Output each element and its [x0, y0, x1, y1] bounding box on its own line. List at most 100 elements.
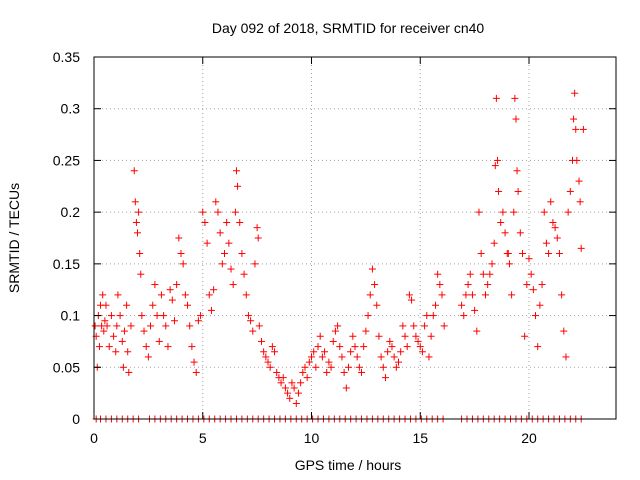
data-point — [384, 348, 392, 356]
data-point — [501, 229, 509, 237]
y-tick-label: 0.05 — [53, 359, 80, 375]
data-point — [173, 281, 181, 289]
data-point — [299, 368, 307, 376]
data-point — [100, 327, 108, 335]
data-point — [460, 312, 468, 320]
data-point — [286, 394, 294, 402]
data-point — [127, 322, 135, 330]
data-point — [184, 301, 192, 309]
x-tick-labels: 0 5 10 15 20 — [90, 430, 537, 446]
data-point — [425, 353, 433, 361]
y-axis-label: SRMTID / TECUs — [6, 183, 22, 293]
data-point — [312, 363, 320, 371]
data-point — [212, 198, 220, 206]
data-point — [153, 312, 161, 320]
x-tick-label: 5 — [199, 430, 207, 446]
data-point — [175, 234, 183, 242]
data-point — [523, 281, 531, 289]
data-point — [479, 270, 487, 278]
x-tick-label: 15 — [412, 430, 428, 446]
data-point — [301, 363, 309, 371]
data-point — [151, 281, 159, 289]
data-point — [397, 348, 405, 356]
data-point — [91, 322, 99, 330]
data-point — [120, 327, 128, 335]
data-point — [135, 208, 143, 216]
data-point — [555, 250, 563, 258]
data-point — [251, 260, 259, 268]
data-point — [203, 239, 211, 247]
data-point — [260, 348, 268, 356]
data-point — [399, 322, 407, 330]
data-point — [558, 291, 566, 299]
data-point — [231, 208, 239, 216]
data-point — [514, 187, 522, 195]
axis-ticks — [93, 56, 616, 420]
data-point — [192, 368, 200, 376]
data-point — [475, 208, 483, 216]
data-point — [349, 332, 357, 340]
data-point — [305, 358, 313, 366]
data-point — [392, 363, 400, 371]
data-point — [340, 368, 348, 376]
data-point — [294, 389, 302, 397]
y-tick-label: 0.2 — [61, 204, 81, 220]
data-point — [197, 312, 205, 320]
data-point — [538, 281, 546, 289]
data-point — [331, 327, 339, 335]
data-point — [242, 291, 250, 299]
data-point — [486, 270, 494, 278]
data-point — [540, 208, 548, 216]
data-point — [562, 353, 570, 361]
data-point — [342, 384, 350, 392]
data-point — [130, 167, 138, 175]
data-point — [573, 156, 581, 164]
data-point — [336, 343, 344, 351]
data-point — [353, 353, 361, 361]
data-point — [297, 379, 305, 387]
data-point — [495, 187, 503, 195]
data-point — [181, 291, 189, 299]
data-point — [119, 363, 127, 371]
y-tick-labels: 0 0.05 0.1 0.15 0.2 0.25 0.3 0.35 — [53, 49, 80, 427]
data-point — [532, 312, 540, 320]
data-point — [114, 291, 122, 299]
data-point — [551, 224, 559, 232]
data-point — [414, 337, 422, 345]
x-tick-label: 0 — [90, 430, 98, 446]
data-point — [131, 198, 139, 206]
data-point — [321, 348, 329, 356]
data-point — [149, 301, 157, 309]
data-point — [508, 291, 516, 299]
data-point — [438, 291, 446, 299]
data-point — [102, 301, 110, 309]
data-point — [510, 208, 518, 216]
grid — [94, 57, 616, 419]
data-point — [373, 301, 381, 309]
data-point — [492, 94, 500, 102]
data-point — [110, 332, 118, 340]
data-point — [207, 306, 215, 314]
data-point — [521, 332, 529, 340]
data-point — [112, 348, 120, 356]
data-point — [570, 115, 578, 123]
data-point — [416, 343, 424, 351]
data-point — [229, 281, 237, 289]
data-point — [232, 167, 240, 175]
data-point — [505, 260, 513, 268]
data-point — [157, 291, 165, 299]
y-tick-label: 0.1 — [61, 308, 81, 324]
data-point — [160, 312, 168, 320]
data-point — [136, 250, 144, 258]
data-point — [464, 281, 472, 289]
data-point — [116, 312, 124, 320]
data-point — [162, 322, 170, 330]
data-point — [268, 343, 276, 351]
data-point — [329, 337, 337, 345]
data-point — [366, 291, 374, 299]
data-point — [572, 125, 580, 133]
data-point — [132, 218, 140, 226]
data-point — [412, 332, 420, 340]
data-point — [223, 218, 231, 226]
